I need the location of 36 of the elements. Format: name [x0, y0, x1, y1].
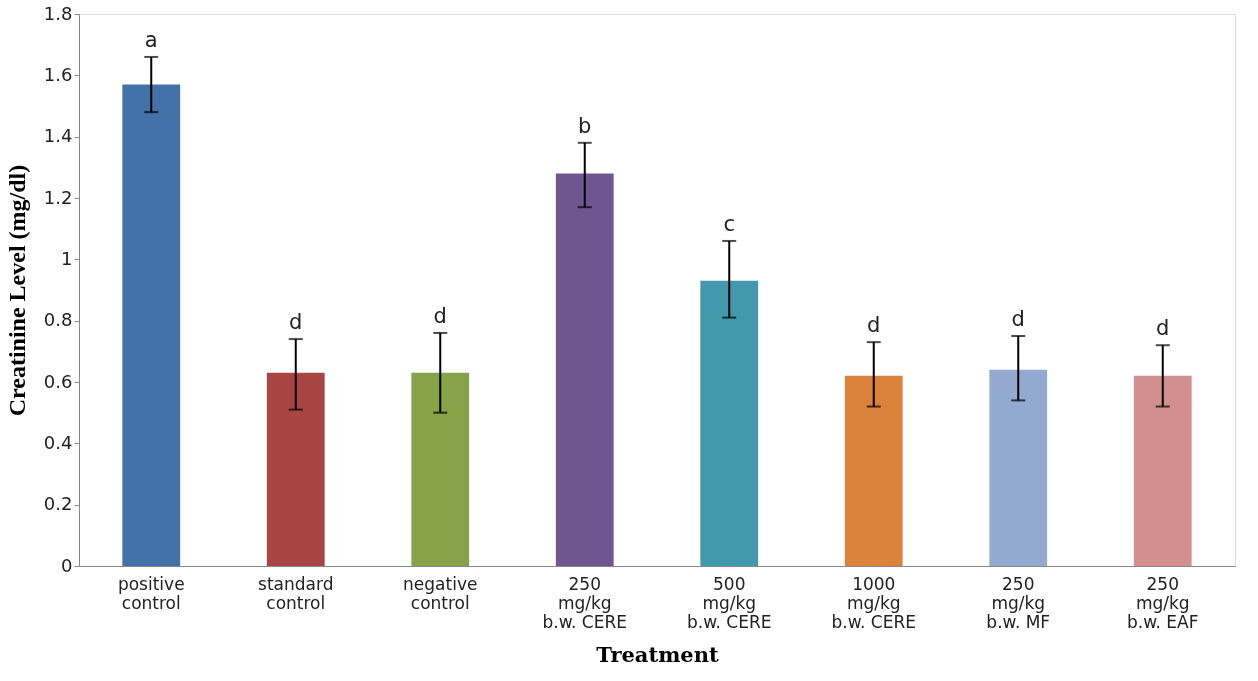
annotation: d	[1156, 316, 1170, 341]
y-tick-label: 0.2	[43, 493, 73, 515]
annotation: b	[578, 113, 592, 138]
x-axis-title: Treatment	[596, 641, 719, 667]
annotation: c	[723, 211, 736, 236]
y-axis-title: Creatinine Level (mg/dl)	[3, 164, 30, 417]
bar	[411, 372, 470, 566]
y-tick-label: 1.6	[43, 63, 73, 85]
x-tick-label: positive control	[117, 573, 185, 613]
bar	[844, 375, 903, 566]
bar	[555, 173, 614, 566]
y-tick-label: 0.8	[43, 309, 73, 331]
x-tick-label: standard control	[258, 573, 334, 613]
annotation: a	[144, 27, 158, 52]
annotation: d	[867, 313, 881, 338]
y-tick-label: 0.4	[43, 431, 73, 453]
bar	[122, 84, 181, 566]
bar	[266, 372, 325, 566]
x-tick-label: 1000 mg/kg b.w. CERE	[831, 573, 917, 632]
x-tick-label: 500 mg/kg b.w. CERE	[686, 573, 772, 632]
y-tick-label: 0	[61, 554, 73, 576]
y-tick-label: 1.2	[43, 186, 73, 208]
x-tick-label: negative control	[403, 573, 478, 613]
annotation: d	[1011, 307, 1025, 331]
y-tick-label: 1	[61, 247, 73, 269]
x-tick-label: 250 mg/kg b.w. CERE	[542, 573, 628, 632]
y-tick-label: 0.6	[43, 370, 73, 392]
x-tick-label: 250 mg/kg b.w. EAF	[1127, 573, 1199, 632]
bar	[1133, 375, 1192, 566]
annotation: d	[433, 303, 447, 328]
annotation: d	[289, 310, 303, 335]
bar	[700, 280, 759, 566]
y-tick-label: 1.8	[43, 2, 73, 24]
y-tick-label: 1.4	[43, 125, 73, 147]
bar	[989, 369, 1048, 566]
x-tick-label: 250 mg/kg b.w. MF	[986, 573, 1051, 632]
